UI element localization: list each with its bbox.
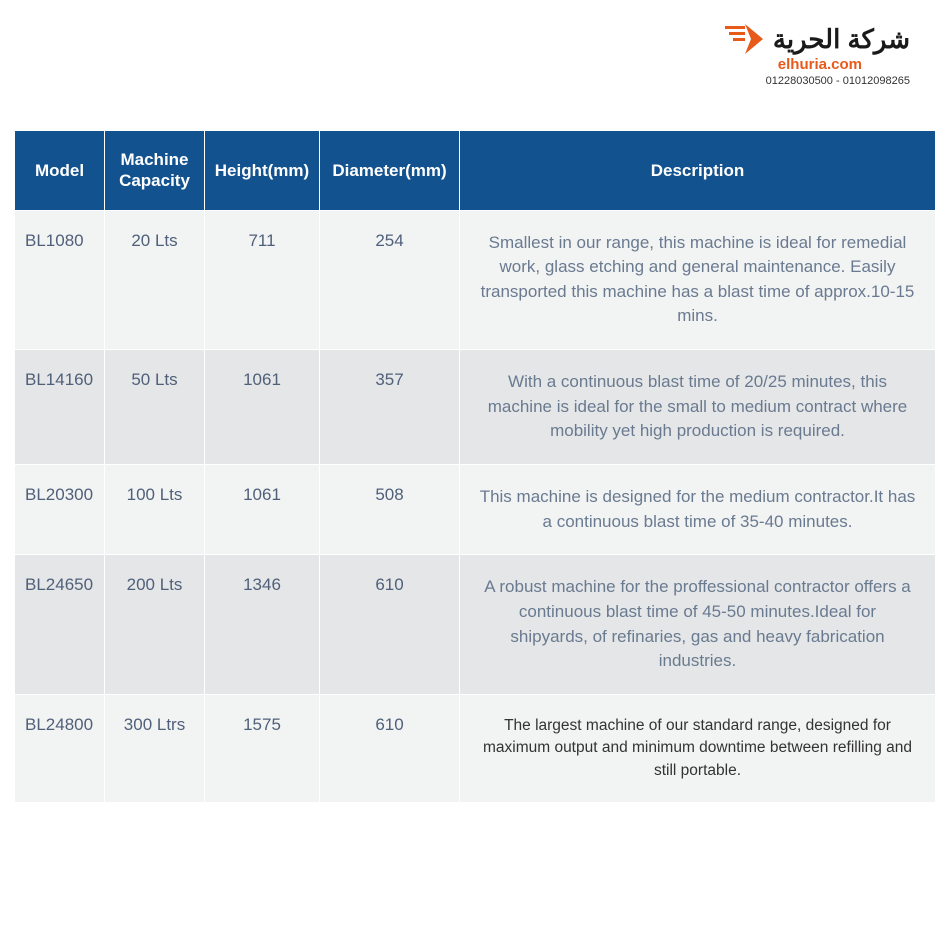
brand-phones: 01228030500 - 01012098265 [723, 75, 910, 87]
table-row: BL14160 50 Lts 1061 357 With a continuou… [15, 350, 936, 465]
cell-height: 1346 [205, 555, 320, 695]
cell-model: BL24650 [15, 555, 105, 695]
brand-arrow-icon [723, 20, 767, 58]
brand-logo-top: شركة الحرية [723, 20, 910, 58]
brand-domain: elhuria.com [723, 56, 910, 73]
cell-description: With a continuous blast time of 20/25 mi… [460, 350, 936, 465]
spec-table-container: Model Machine Capacity Height(mm) Diamet… [14, 130, 936, 803]
spec-table: Model Machine Capacity Height(mm) Diamet… [14, 130, 936, 803]
cell-model: BL1080 [15, 210, 105, 350]
brand-logo: شركة الحرية elhuria.com 01228030500 - 01… [723, 20, 910, 87]
cell-model: BL24800 [15, 694, 105, 802]
cell-description: A robust machine for the proffessional c… [460, 555, 936, 695]
table-row: BL24650 200 Lts 1346 610 A robust machin… [15, 555, 936, 695]
table-header-row: Model Machine Capacity Height(mm) Diamet… [15, 131, 936, 211]
cell-capacity: 300 Ltrs [105, 694, 205, 802]
cell-capacity: 100 Lts [105, 464, 205, 554]
cell-model: BL14160 [15, 350, 105, 465]
brand-arabic-name: شركة الحرية [773, 24, 910, 55]
cell-description: This machine is designed for the medium … [460, 464, 936, 554]
table-row: BL20300 100 Lts 1061 508 This machine is… [15, 464, 936, 554]
cell-diameter: 610 [320, 694, 460, 802]
cell-description: The largest machine of our standard rang… [460, 694, 936, 802]
cell-model: BL20300 [15, 464, 105, 554]
col-header-model: Model [15, 131, 105, 211]
cell-capacity: 50 Lts [105, 350, 205, 465]
col-header-capacity: Machine Capacity [105, 131, 205, 211]
cell-height: 1575 [205, 694, 320, 802]
cell-diameter: 610 [320, 555, 460, 695]
cell-diameter: 254 [320, 210, 460, 350]
table-row: BL24800 300 Ltrs 1575 610 The largest ma… [15, 694, 936, 802]
cell-height: 1061 [205, 350, 320, 465]
cell-capacity: 200 Lts [105, 555, 205, 695]
cell-description: Smallest in our range, this machine is i… [460, 210, 936, 350]
table-row: BL1080 20 Lts 711 254 Smallest in our ra… [15, 210, 936, 350]
col-header-description: Description [460, 131, 936, 211]
cell-diameter: 508 [320, 464, 460, 554]
cell-capacity: 20 Lts [105, 210, 205, 350]
col-header-height: Height(mm) [205, 131, 320, 211]
cell-height: 1061 [205, 464, 320, 554]
col-header-diameter: Diameter(mm) [320, 131, 460, 211]
cell-height: 711 [205, 210, 320, 350]
cell-diameter: 357 [320, 350, 460, 465]
